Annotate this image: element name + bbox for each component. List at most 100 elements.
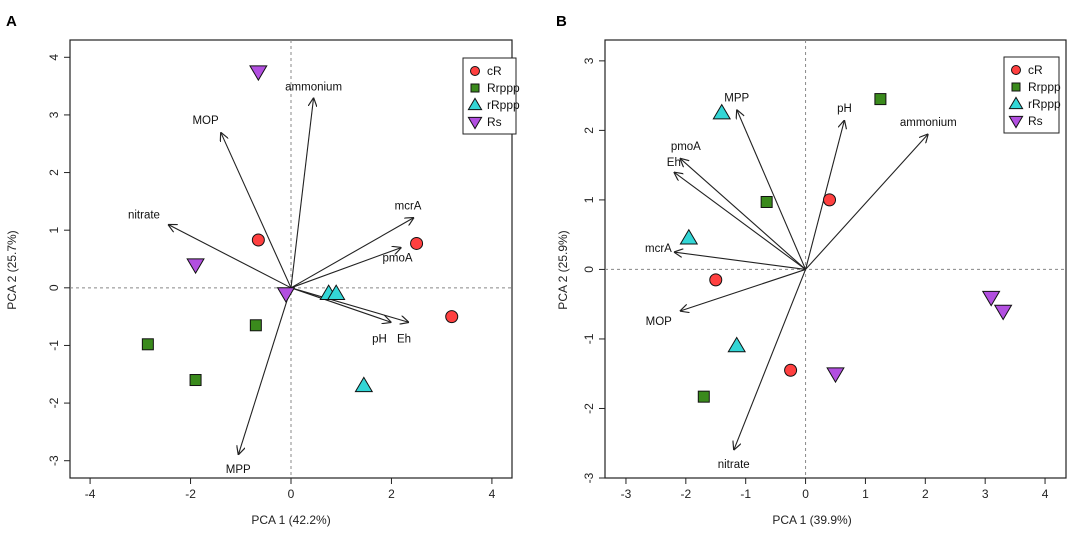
panel-a-vector-label-mcra: mcrA <box>395 201 422 213</box>
panel-a-ytick-label: 1 <box>47 227 61 234</box>
panel-a-xlabel: PCA 1 (42.2%) <box>251 513 330 527</box>
panel-a-point-rs <box>249 65 268 82</box>
panel-b-vector-label-eh: Eh <box>667 157 681 169</box>
panel-b-vector-eh <box>674 172 806 270</box>
panel-a-vector-label-mop: MOP <box>192 115 219 127</box>
panel-a-point-rrppp <box>354 376 374 393</box>
panel-a-vector-label-nitrate: nitrate <box>128 209 160 221</box>
panel-a-vector-label-ammonium: ammonium <box>285 82 342 94</box>
panel-b-point-cr <box>709 273 723 287</box>
panel-a-point-cr <box>251 233 265 247</box>
panel-b-legend-label-rrppp: rRppp <box>1028 97 1061 111</box>
panel-b-point-rrppp <box>697 390 710 403</box>
panel-a-vector-nitrate <box>168 224 292 289</box>
panel-a-ytick-label: 2 <box>47 169 61 176</box>
panel-a-xtick-label: -4 <box>85 487 96 501</box>
panel-a-vector-label-ph: pH <box>372 333 387 345</box>
panel-b-xtick-label: 0 <box>802 487 809 501</box>
panel-a-legend-label-rrppp: rRppp <box>487 98 520 112</box>
panel-a-point-cr <box>445 310 459 324</box>
panel-b-point-rs <box>981 290 1001 307</box>
panel-b-xtick-label: -2 <box>680 487 691 501</box>
panel-a-vector-mcra <box>290 218 414 289</box>
panel-b-ytick-label: -1 <box>582 333 596 344</box>
panel-a-legend-label-rs: Rs <box>487 115 502 129</box>
panel-a-point-rrppp <box>189 374 202 387</box>
panel-b-frame <box>604 39 1067 479</box>
panel-a-legend-symbol-rs <box>467 116 483 130</box>
panel-a-xtick-label: 0 <box>288 487 295 501</box>
panel-b-point-cr <box>784 363 798 377</box>
panel-a-vector-label-pmoa: pmoA <box>382 252 412 264</box>
panel-b-vector-label-ph: pH <box>837 103 852 115</box>
panel-a-legend-symbol-rrppp <box>467 97 483 111</box>
panel-a-ytick-label: 3 <box>47 111 61 118</box>
panel-b-point-rs <box>993 304 1013 321</box>
panel-b-vector-label-mcra: mcrA <box>645 243 672 255</box>
panel-b-vector-ammonium <box>805 134 929 270</box>
panel-b-ytick-label: 2 <box>582 127 596 134</box>
panel-a-ytick-label: -1 <box>47 340 61 351</box>
panel-b-ytick-label: -2 <box>582 403 596 414</box>
panel-b-point-rrppp <box>727 336 746 353</box>
panel-a-legend-symbol-rrppp <box>470 83 480 93</box>
panel-a-vector-label-mpp: MPP <box>226 464 251 476</box>
panel-b-legend-label-rs: Rs <box>1028 114 1043 128</box>
panel-b-legend-label-cr: cR <box>1028 63 1043 77</box>
panel-b-point-rrppp <box>874 93 887 106</box>
panel-a-vector-ph <box>290 287 391 323</box>
panel-b-ytick-label: -3 <box>582 472 596 483</box>
panel-b-vector-mcra <box>674 252 806 270</box>
panel-b-xlabel: PCA 1 (39.9%) <box>772 513 851 527</box>
panel-b-xtick-label: 3 <box>982 487 989 501</box>
panel-b-legend-symbol-rrppp <box>1008 96 1024 110</box>
panel-a-point-rrppp <box>249 319 262 332</box>
panel-a-xtick-label: 2 <box>388 487 395 501</box>
panel-a-vector-eh <box>290 287 409 323</box>
panel-b-point-rs <box>826 367 845 384</box>
panel-a-ytick-label: 0 <box>47 284 61 291</box>
panel-a-point-rrppp <box>141 338 154 351</box>
panel-a-xtick-label: -2 <box>185 487 196 501</box>
panel-b-vector-label-pmoa: pmoA <box>671 141 701 153</box>
panel-b-ytick-label: 1 <box>582 196 596 203</box>
panel-b-point-rrppp <box>712 103 732 120</box>
panel-a-vector-mop <box>221 132 292 289</box>
panel-a-ylabel: PCA 2 (25.7%) <box>5 230 19 309</box>
panel-b-point-rrppp <box>760 195 773 208</box>
panel-a-label: A <box>6 13 17 30</box>
panel-a-vector-pmoa <box>290 247 402 289</box>
panel-b-xtick-label: 2 <box>922 487 929 501</box>
panel-a-point-rs <box>276 287 296 303</box>
panel-b-legend-label-rrppp: Rrppp <box>1028 80 1061 94</box>
panel-a-ytick-label: 4 <box>47 54 61 61</box>
panel-b-xtick-label: -3 <box>621 487 632 501</box>
panel-a-vector-label-eh: Eh <box>397 333 411 345</box>
panel-a-ytick-label: -2 <box>47 397 61 408</box>
panel-b-vector-pmoa <box>680 158 806 270</box>
panel-b-vector-label-ammonium: ammonium <box>900 117 957 129</box>
panel-a-legend-label-rrppp: Rrppp <box>487 81 520 95</box>
panel-b-legend-symbol-rs <box>1008 115 1024 129</box>
panel-b-xtick-label: 4 <box>1042 487 1049 501</box>
panel-b-vector-ph <box>805 120 845 270</box>
panel-a-point-rs <box>186 258 205 275</box>
panel-a-xtick-label: 4 <box>489 487 496 501</box>
panel-b-plot: -3 -2 -1 0 1 2 3 4 -3 -2 -1 0 1 2 3 MPP pH ammonium pmoA Eh… <box>582 39 1067 501</box>
panel-a-point-cr <box>410 236 424 250</box>
panel-b-xtick-label: 1 <box>862 487 869 501</box>
panel-b-xtick-label: -1 <box>740 487 751 501</box>
panel-a-plot: -4 -2 0 2 4 -3 -2 -1 0 1 2 3 4 ammonium MOP nitrate mcrA… <box>47 39 520 501</box>
panel-b-vector-mop <box>680 268 806 311</box>
panel-b-vector-label-mop: MOP <box>646 316 673 328</box>
panel-a-vector-ammonium <box>290 98 314 288</box>
panel-b-point-cr <box>823 193 837 207</box>
panel-a-legend-symbol-cr <box>470 66 480 76</box>
panel-b-ylabel: PCA 2 (25.9%) <box>556 230 570 309</box>
panel-b-legend-symbol-rrppp <box>1011 82 1021 92</box>
panel-b-label: B <box>556 13 567 30</box>
panel-b-vector-label-nitrate: nitrate <box>718 459 750 471</box>
panel-a-ytick-label: -3 <box>47 455 61 466</box>
panel-b-ytick-label: 0 <box>582 266 596 273</box>
